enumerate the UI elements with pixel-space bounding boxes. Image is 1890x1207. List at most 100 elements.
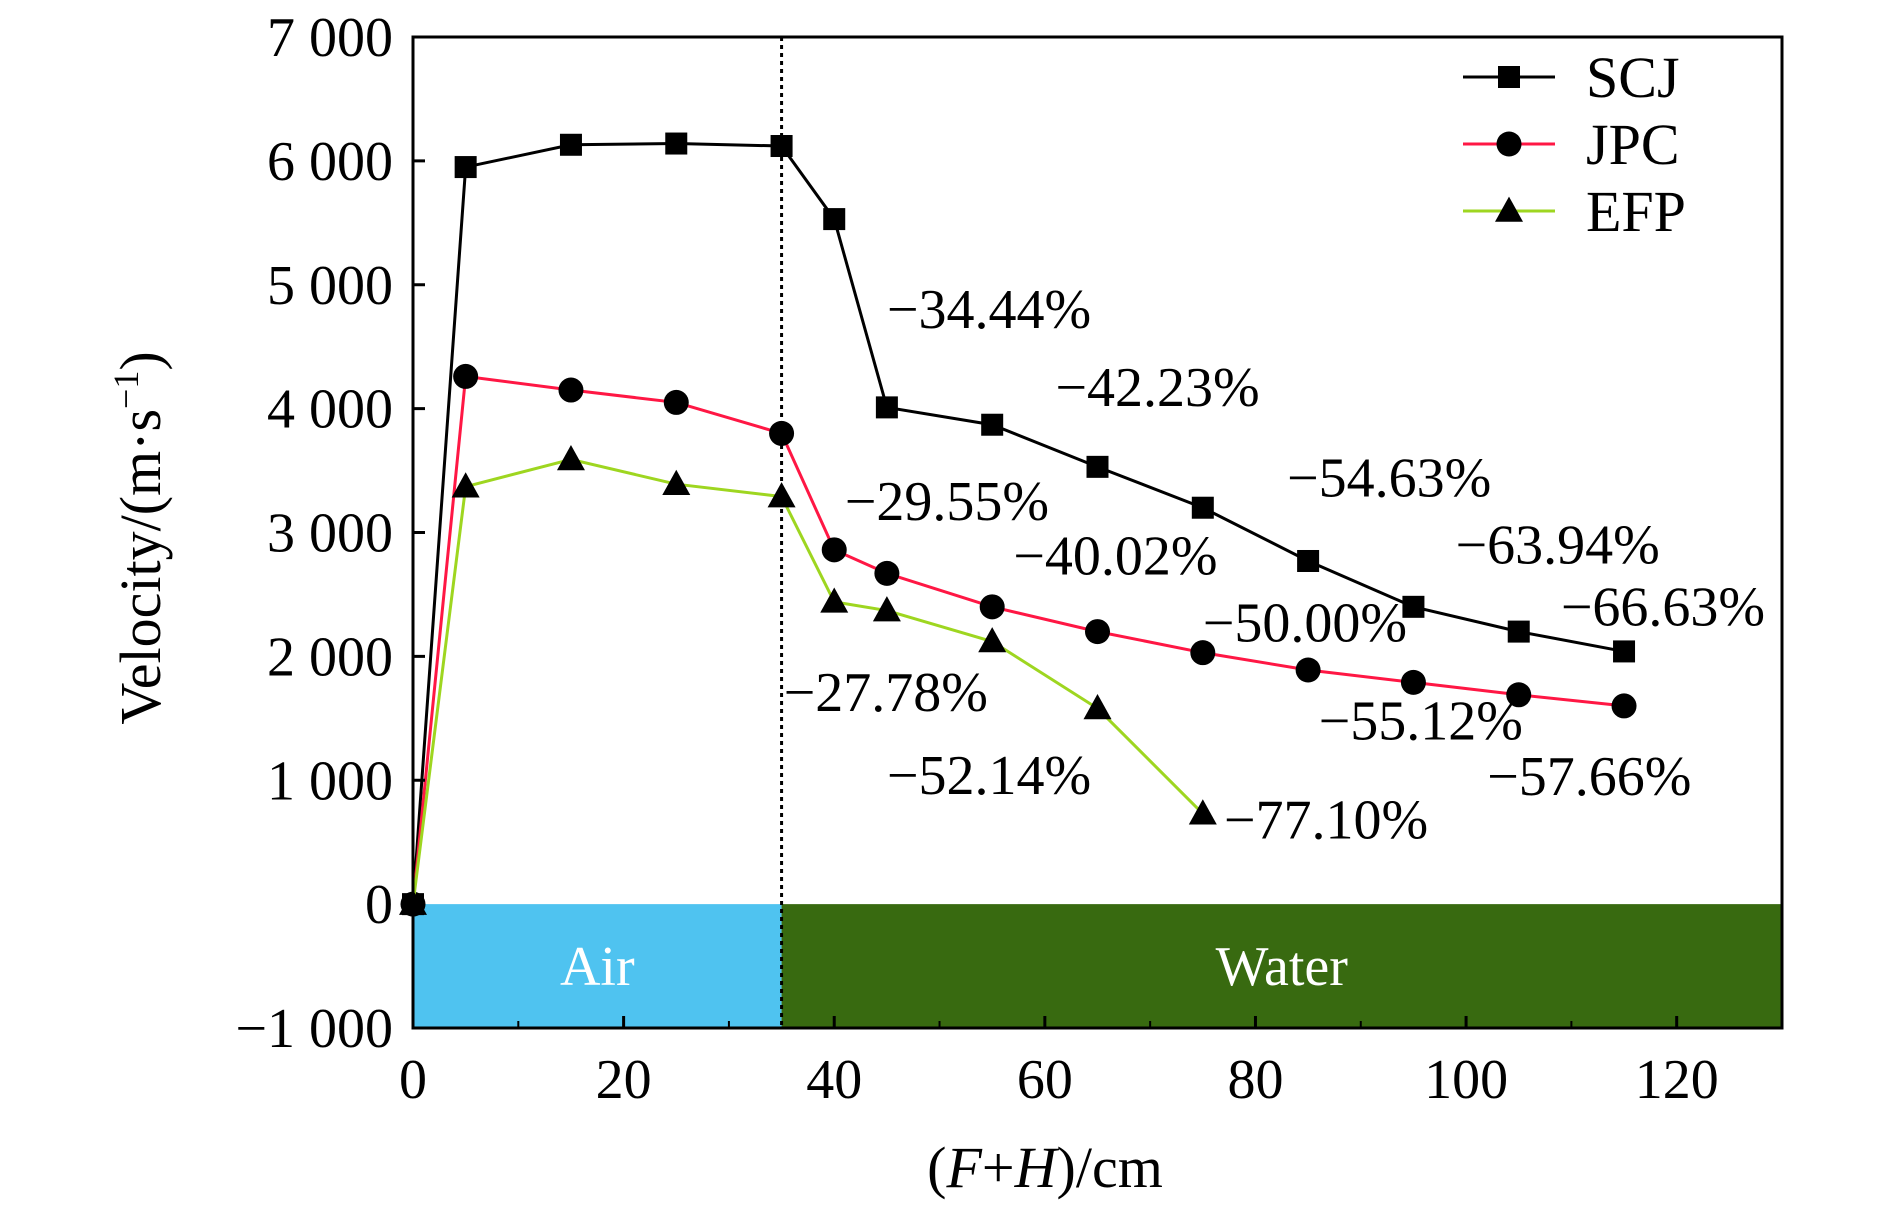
x-tick-label: 80 — [1227, 1049, 1283, 1111]
percent-annotation: −66.63% — [1561, 576, 1765, 638]
region-water — [781, 904, 1782, 1028]
series-scj-point — [981, 413, 1004, 436]
percent-annotation: −55.12% — [1319, 690, 1523, 752]
y-tick-label: 7 000 — [267, 7, 393, 69]
y-axis-title-base: Velocity/(m·s — [108, 409, 173, 725]
region-label-air: Air — [560, 936, 635, 998]
series-efp-point — [451, 472, 480, 498]
y-axis-title-sup: −1 — [106, 371, 146, 409]
series-jpc-point — [558, 377, 584, 403]
series-jpc — [400, 363, 1637, 917]
series-efp-point — [978, 627, 1007, 653]
legend-jpc-marker — [1496, 131, 1522, 157]
axes — [411, 35, 1784, 1030]
y-tick-label: 3 000 — [267, 503, 393, 565]
percent-annotation: −34.44% — [887, 279, 1091, 341]
y-axis-title: Velocity/(m·s−1) — [106, 351, 173, 724]
series-scj-point — [559, 133, 582, 156]
region-label-water: Water — [1216, 936, 1349, 998]
series-scj-point — [665, 132, 688, 155]
x-tick-label: 100 — [1424, 1049, 1508, 1111]
x-axis-title-suffix: )/cm — [1057, 1135, 1163, 1200]
legend-item-scj: SCJ — [1463, 45, 1680, 110]
x-axis-title-h: H — [1014, 1135, 1060, 1200]
percent-annotation: −63.94% — [1456, 514, 1660, 576]
series-scj-point — [823, 208, 846, 231]
percent-annotation: −29.55% — [845, 471, 1049, 533]
percent-annotation: −42.23% — [1055, 357, 1259, 419]
x-axis-title: (F+H)/cm — [927, 1135, 1163, 1200]
region-air — [413, 904, 782, 1028]
legend-item-jpc: JPC — [1463, 112, 1680, 177]
series-scj-point — [1297, 549, 1320, 572]
percent-annotation: −27.78% — [784, 662, 988, 724]
legend-scj-marker — [1498, 66, 1520, 88]
series-efp-point — [872, 596, 901, 622]
series-efp-line — [411, 457, 1204, 905]
y-tick-label: 2 000 — [267, 626, 393, 688]
legend-item-efp: EFP — [1463, 179, 1686, 244]
y-tick-labels: −1 000 0 1 000 2 000 3 000 4 000 5 000 6 000 7 0… — [235, 7, 393, 1060]
percent-annotations: −34.44% −42.23% −54.63%−63.94%−66.63% −29.5… — [784, 279, 1765, 851]
percent-annotation: −57.66% — [1487, 746, 1691, 808]
series-jpc-point — [1400, 669, 1426, 695]
series-jpc-point — [1190, 640, 1216, 666]
series-jpc-point — [1611, 693, 1637, 719]
series-scj-line — [411, 142, 1625, 905]
x-axis-title-f: F — [945, 1135, 982, 1200]
percent-annotation: −77.10% — [1224, 789, 1428, 851]
series-scj — [402, 132, 1636, 916]
series-jpc-point — [821, 537, 847, 563]
legend-jpc-label: JPC — [1586, 112, 1680, 177]
x-tick-label: 60 — [1017, 1049, 1073, 1111]
x-tick-labels: 0 20 40 60 80 100 120 — [399, 1049, 1719, 1111]
series-efp-point — [820, 587, 849, 613]
y-tick-label: 4 000 — [267, 379, 393, 441]
series-efp-point — [767, 482, 796, 508]
series-scj-point — [770, 135, 793, 158]
x-tick-label: 40 — [806, 1049, 862, 1111]
series-efp-point — [1188, 799, 1217, 825]
series-scj-point — [1191, 496, 1214, 519]
series-jpc-point — [1506, 682, 1532, 708]
legend-scj-label: SCJ — [1586, 45, 1680, 110]
series-jpc-point — [769, 420, 795, 446]
y-axis-title-close: ) — [108, 351, 173, 370]
series-lines — [399, 132, 1637, 917]
x-axis-title-plus: + — [982, 1135, 1015, 1200]
x-tick-label: 20 — [596, 1049, 652, 1111]
series-jpc-line — [411, 374, 1625, 905]
series-efp-point — [1083, 694, 1112, 720]
y-tick-label: −1 000 — [235, 998, 393, 1060]
medium-regions: Air Water — [413, 904, 1782, 1028]
series-scj-point — [454, 156, 477, 179]
y-tick-label: 0 — [365, 874, 393, 936]
series-efp-point — [556, 445, 585, 471]
series-scj-point — [875, 396, 898, 419]
series-scj-point — [1402, 595, 1425, 618]
series-efp-point — [662, 469, 691, 495]
x-axis-title-prefix: ( — [927, 1135, 946, 1200]
legend-efp-marker — [1495, 196, 1523, 222]
percent-annotation: −54.63% — [1287, 448, 1491, 510]
x-tick-label: 120 — [1635, 1049, 1719, 1111]
series-scj-point — [1086, 455, 1109, 478]
series-scj-point — [1507, 620, 1530, 643]
y-tick-label: 5 000 — [267, 255, 393, 317]
series-jpc-point — [453, 363, 479, 389]
series-jpc-point — [979, 594, 1005, 620]
series-jpc-point — [874, 560, 900, 586]
series-jpc-point — [1295, 657, 1321, 683]
y-tick-label: 6 000 — [267, 131, 393, 193]
percent-annotation: −40.02% — [1013, 526, 1217, 588]
legend-efp-label: EFP — [1586, 179, 1686, 244]
series-scj-point — [1613, 640, 1636, 663]
percent-annotation: −52.14% — [887, 745, 1091, 807]
series-jpc-point — [663, 389, 689, 415]
series-jpc-point — [1085, 619, 1110, 645]
percent-annotation: −50.00% — [1203, 593, 1407, 655]
x-tick-label: 0 — [399, 1049, 427, 1111]
y-tick-label: 1 000 — [267, 750, 393, 812]
